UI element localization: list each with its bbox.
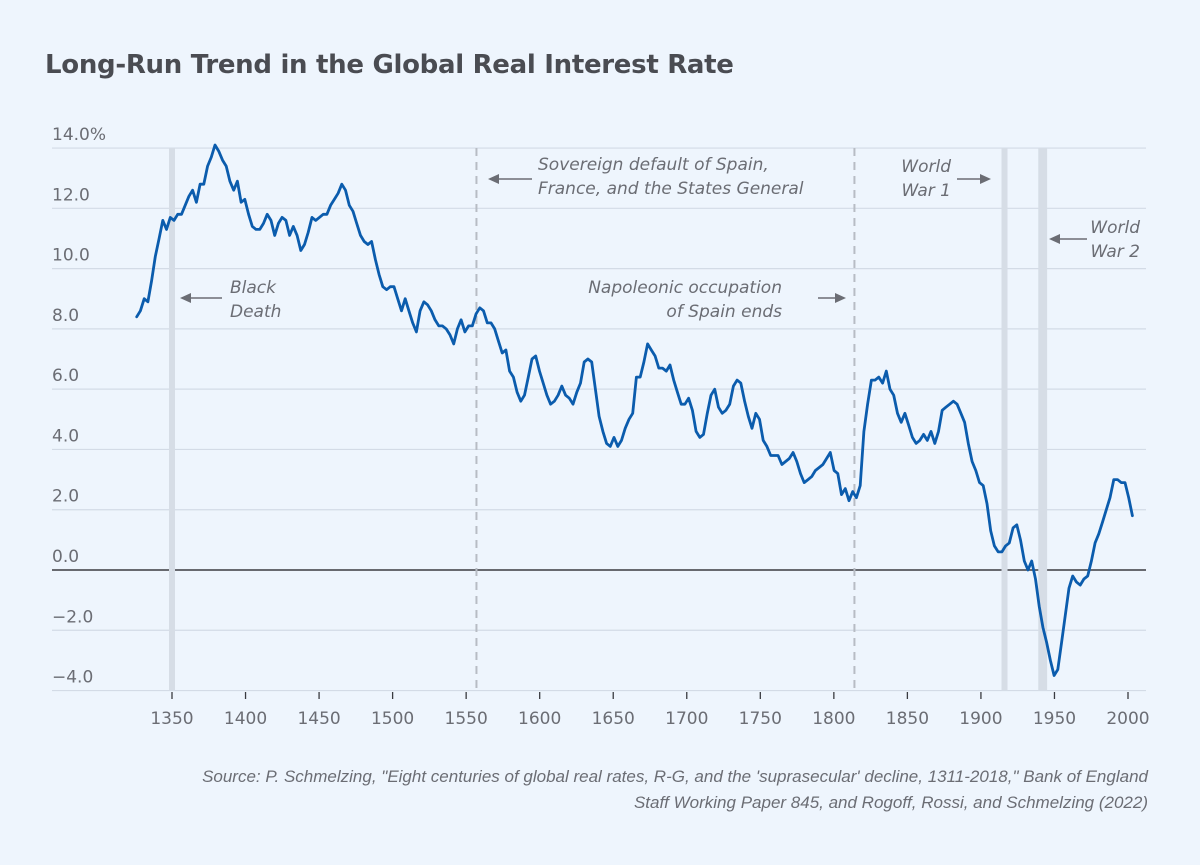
y-tick-label: 8.0 [52, 306, 79, 326]
event-band-black-death [169, 148, 175, 691]
x-tick-label: 1500 [371, 709, 414, 729]
x-tick-label: 1850 [886, 709, 929, 729]
annotation-text: World [901, 157, 951, 177]
x-tick-label: 1900 [959, 709, 1002, 729]
y-axis: 14.0% 12.0 10.0 8.0 6.0 4.0 2.0 0.0 −2.0 −4.0 [52, 125, 106, 688]
arrow-icon [488, 174, 499, 184]
annotation-text: of Spain ends [666, 302, 782, 322]
y-tick-label: 10.0 [52, 246, 90, 266]
chart-title: Long-Run Trend in the Global Real Intere… [45, 50, 734, 80]
series-layer [135, 143, 1134, 677]
arrow-icon [980, 174, 991, 184]
y-tick-label: −4.0 [52, 668, 93, 688]
x-tick-label: 1350 [150, 709, 193, 729]
annotation-napoleonic: Napoleonic occupation of Spain ends [588, 278, 846, 322]
arrow-icon [835, 293, 846, 303]
source-note: Source: P. Schmelzing, "Eight centuries … [28, 764, 1148, 816]
gridlines [52, 147, 1146, 692]
x-tick-label: 1650 [592, 709, 635, 729]
x-tick-label: 1800 [812, 709, 855, 729]
series-line-global-real-rate [135, 143, 1134, 677]
annotation-text: War 1 [901, 181, 951, 201]
annotation-black-death: Black Death [180, 278, 281, 322]
x-tick-label: 1400 [224, 709, 267, 729]
annotation-text: World [1090, 218, 1140, 238]
annotation-text: War 2 [1090, 242, 1140, 262]
x-tick-label: 1450 [297, 709, 340, 729]
annotation-text: France, and the States General [538, 179, 804, 199]
y-tick-label: 12.0 [52, 185, 90, 205]
annotation-text: Sovereign default of Spain, [538, 155, 769, 175]
annotation-ww2: World War 2 [1049, 218, 1140, 262]
x-tick-label: 1750 [739, 709, 782, 729]
event-band-world-war-2 [1038, 148, 1048, 691]
annotation-text: Death [230, 302, 281, 322]
y-tick-label: 4.0 [52, 426, 79, 446]
y-tick-label: 0.0 [52, 547, 79, 567]
annotation-text: Napoleonic occupation [588, 278, 782, 298]
y-tick-label: −2.0 [52, 607, 93, 627]
annotation-ww1: World War 1 [901, 157, 991, 201]
x-tick-label: 1950 [1033, 709, 1076, 729]
event-bands [169, 148, 1048, 691]
source-line-1: Source: P. Schmelzing, "Eight centuries … [202, 767, 1148, 786]
y-tick-label: 2.0 [52, 487, 79, 507]
y-tick-label: 6.0 [52, 366, 79, 386]
x-axis: 1350 1400 1450 1500 1550 1600 1650 1700 1750 1800… [150, 692, 1150, 729]
source-line-2: Staff Working Paper 845, and Rogoff, Ros… [633, 793, 1148, 812]
x-tick-label: 1600 [518, 709, 561, 729]
annotations: Black Death Sovereign default of Spain, Fra… [180, 155, 1140, 322]
annotation-text: Black [230, 278, 277, 298]
x-tick-label: 1700 [665, 709, 708, 729]
annotation-sovereign-default: Sovereign default of Spain, France, and t… [488, 155, 804, 199]
event-band-world-war-1 [1001, 148, 1008, 691]
y-tick-label: 14.0% [52, 125, 106, 145]
x-tick-label: 2000 [1106, 709, 1149, 729]
arrow-icon [180, 293, 191, 303]
arrow-icon [1049, 234, 1060, 244]
x-tick-label: 1550 [445, 709, 488, 729]
